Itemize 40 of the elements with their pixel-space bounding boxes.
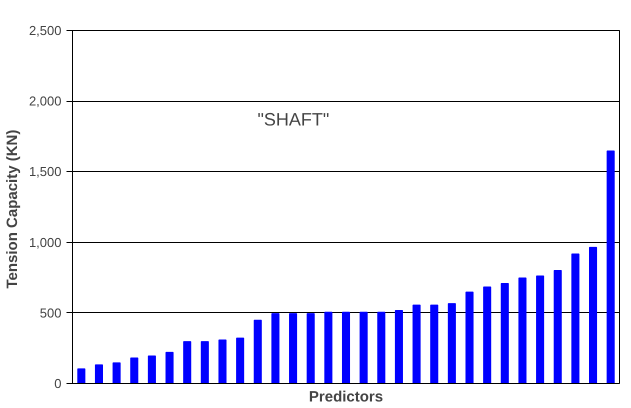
- bar: [518, 278, 526, 384]
- bar: [554, 270, 562, 384]
- y-tick-label: 1,500: [28, 164, 62, 180]
- bar: [342, 312, 350, 384]
- bar: [360, 312, 368, 384]
- y-axis-title: Tension Capacity (KN): [4, 130, 21, 289]
- bar: [183, 341, 192, 384]
- annotation: "SHAFT": [258, 109, 330, 130]
- bar: [465, 292, 474, 384]
- y-tick-label: 2,500: [28, 23, 62, 38]
- bar: [500, 283, 509, 384]
- bar: [536, 276, 544, 384]
- y-tick-label: 2,000: [28, 94, 62, 109]
- x-axis-title: Predictors: [308, 388, 384, 406]
- bar: [430, 304, 438, 384]
- bar: [166, 352, 174, 384]
- bar: [94, 364, 103, 384]
- bar: [130, 357, 138, 384]
- bar: [218, 340, 227, 384]
- y-tick-label: 0: [54, 376, 62, 391]
- bar: [306, 313, 315, 384]
- bar: [77, 368, 86, 384]
- bar: [289, 313, 298, 384]
- bar: [271, 313, 280, 384]
- bar: [112, 362, 121, 384]
- bar: [571, 254, 580, 384]
- y-tick-label: 500: [40, 305, 62, 320]
- bar: [589, 246, 598, 384]
- bar: [448, 303, 456, 384]
- bar: [394, 310, 403, 384]
- bar: [200, 341, 209, 384]
- bar: [236, 338, 244, 384]
- bar: [377, 312, 386, 384]
- bar: [412, 304, 421, 384]
- bar: [483, 286, 492, 384]
- bar: [254, 320, 262, 384]
- bar: [324, 312, 332, 384]
- bar: [148, 355, 156, 384]
- y-tick-label: 1,000: [28, 234, 62, 250]
- bar: [606, 150, 615, 384]
